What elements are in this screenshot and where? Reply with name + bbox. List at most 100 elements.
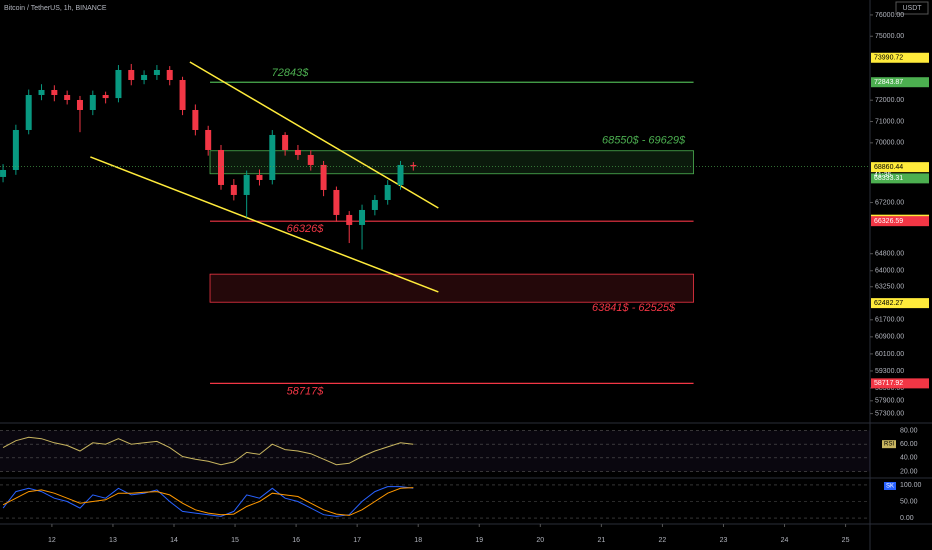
price-label: 66326.59 xyxy=(874,218,903,225)
y-tick-label: 71000.00 xyxy=(875,118,904,125)
stoch-name: SK xyxy=(886,484,894,490)
candle-body xyxy=(166,69,173,80)
zone xyxy=(209,150,694,175)
candle-body xyxy=(230,184,237,195)
candle-body xyxy=(89,95,96,110)
y-tick-label: 61700.00 xyxy=(875,317,904,324)
stoch-tick-label: 100.00 xyxy=(900,482,922,489)
x-tick-label: 23 xyxy=(720,537,728,544)
stoch-tick-label: 50.00 xyxy=(900,498,918,505)
rsi-name: RSI xyxy=(884,442,894,448)
level-label: 72843$ xyxy=(272,67,310,79)
y-tick-label: 70000.00 xyxy=(875,140,904,147)
candle-body xyxy=(397,164,404,185)
candle-body xyxy=(346,214,353,225)
candle-body xyxy=(205,129,212,150)
candle-body xyxy=(269,134,276,180)
y-tick-label: 59300.00 xyxy=(875,368,904,375)
currency: USDT xyxy=(902,5,922,12)
stoch-line xyxy=(2,487,414,516)
price-label-bg xyxy=(871,162,929,173)
rsi-line xyxy=(2,436,414,466)
price-label-bg xyxy=(871,298,929,309)
price-label-bg xyxy=(871,173,929,184)
y-tick-label: 60900.00 xyxy=(875,334,904,341)
price-label: 58717.92 xyxy=(874,380,903,387)
chart-title: Bitcoin / TetherUS, 1h, BINANCE xyxy=(4,5,107,12)
candle-body xyxy=(64,95,71,100)
price-label: 72843.87 xyxy=(874,79,903,86)
stoch-tick-label: 0.00 xyxy=(900,515,914,522)
currency-box[interactable] xyxy=(895,1,929,15)
candle-body xyxy=(25,95,32,130)
x-tick-label: 22 xyxy=(659,537,667,544)
rsi-tick-label: 60.00 xyxy=(900,441,918,448)
zone-label: 63841$ - 62525$ xyxy=(592,302,676,314)
x-tick-label: 17 xyxy=(353,537,361,544)
rsi-tick-label: 20.00 xyxy=(900,468,918,475)
y-tick-label: 75000.00 xyxy=(875,33,904,40)
zone-label: 68550$ - 69629$ xyxy=(602,135,686,147)
y-tick-label: 76000.00 xyxy=(875,12,904,19)
level-label: 58717$ xyxy=(287,385,325,397)
candle-body xyxy=(192,109,199,130)
zone xyxy=(209,273,694,303)
x-tick-label: 25 xyxy=(842,537,850,544)
x-tick-label: 16 xyxy=(292,537,300,544)
y-tick-label: 72000.00 xyxy=(875,97,904,104)
candle-body xyxy=(102,95,109,99)
rsi-tick-label: 80.00 xyxy=(900,427,918,434)
trendline xyxy=(90,156,439,293)
candle-body xyxy=(141,74,148,80)
x-tick-label: 18 xyxy=(414,537,422,544)
x-tick-label: 15 xyxy=(231,537,239,544)
candle-body xyxy=(218,149,225,185)
y-tick-label: 57900.00 xyxy=(875,398,904,405)
candle-body xyxy=(359,209,366,225)
y-tick-label: 67200.00 xyxy=(875,199,904,206)
candle-body xyxy=(243,174,250,195)
candle-body xyxy=(410,164,417,167)
candle-body xyxy=(51,89,58,96)
x-tick-label: 20 xyxy=(536,537,544,544)
x-tick-label: 21 xyxy=(597,537,605,544)
x-tick-label: 14 xyxy=(170,537,178,544)
y-tick-label: 63250.00 xyxy=(875,284,904,291)
price-label: 68333.31 xyxy=(874,175,903,182)
y-tick-label: 57300.00 xyxy=(875,410,904,417)
price-label-bg xyxy=(871,216,929,227)
y-tick-label: 64000.00 xyxy=(875,268,904,275)
price-label: 73990.72 xyxy=(874,55,903,62)
rsi-tag-bg xyxy=(882,440,896,449)
trendline xyxy=(189,61,439,209)
candle-body xyxy=(282,134,289,150)
candle-body xyxy=(384,184,391,200)
candle-body xyxy=(0,169,7,177)
candle-body xyxy=(294,149,301,155)
candle-body xyxy=(256,174,263,180)
candle-body xyxy=(153,69,160,75)
candle-body xyxy=(115,69,122,99)
price-label-bg xyxy=(871,52,929,63)
candle-body xyxy=(333,189,340,215)
y-tick-label: 60100.00 xyxy=(875,351,904,358)
x-tick-label: 24 xyxy=(781,537,789,544)
price-label: 62482.27 xyxy=(874,300,903,307)
candle-body xyxy=(179,79,186,110)
level-label: 66326$ xyxy=(287,223,325,235)
candle-body xyxy=(38,89,45,96)
candle-body xyxy=(12,129,19,170)
candle-body xyxy=(307,154,314,165)
candle-body xyxy=(320,164,327,190)
rsi-tick-label: 40.00 xyxy=(900,455,918,462)
x-tick-label: 12 xyxy=(48,537,56,544)
price-label: 68860.44 xyxy=(874,164,903,171)
x-tick-label: 19 xyxy=(475,537,483,544)
candle-body xyxy=(371,199,378,210)
candle-body xyxy=(76,99,83,110)
y-tick-label: 64800.00 xyxy=(875,251,904,258)
candle-body xyxy=(128,69,135,80)
price-label-bg xyxy=(871,378,929,389)
stoch-tag-bg xyxy=(884,482,896,490)
